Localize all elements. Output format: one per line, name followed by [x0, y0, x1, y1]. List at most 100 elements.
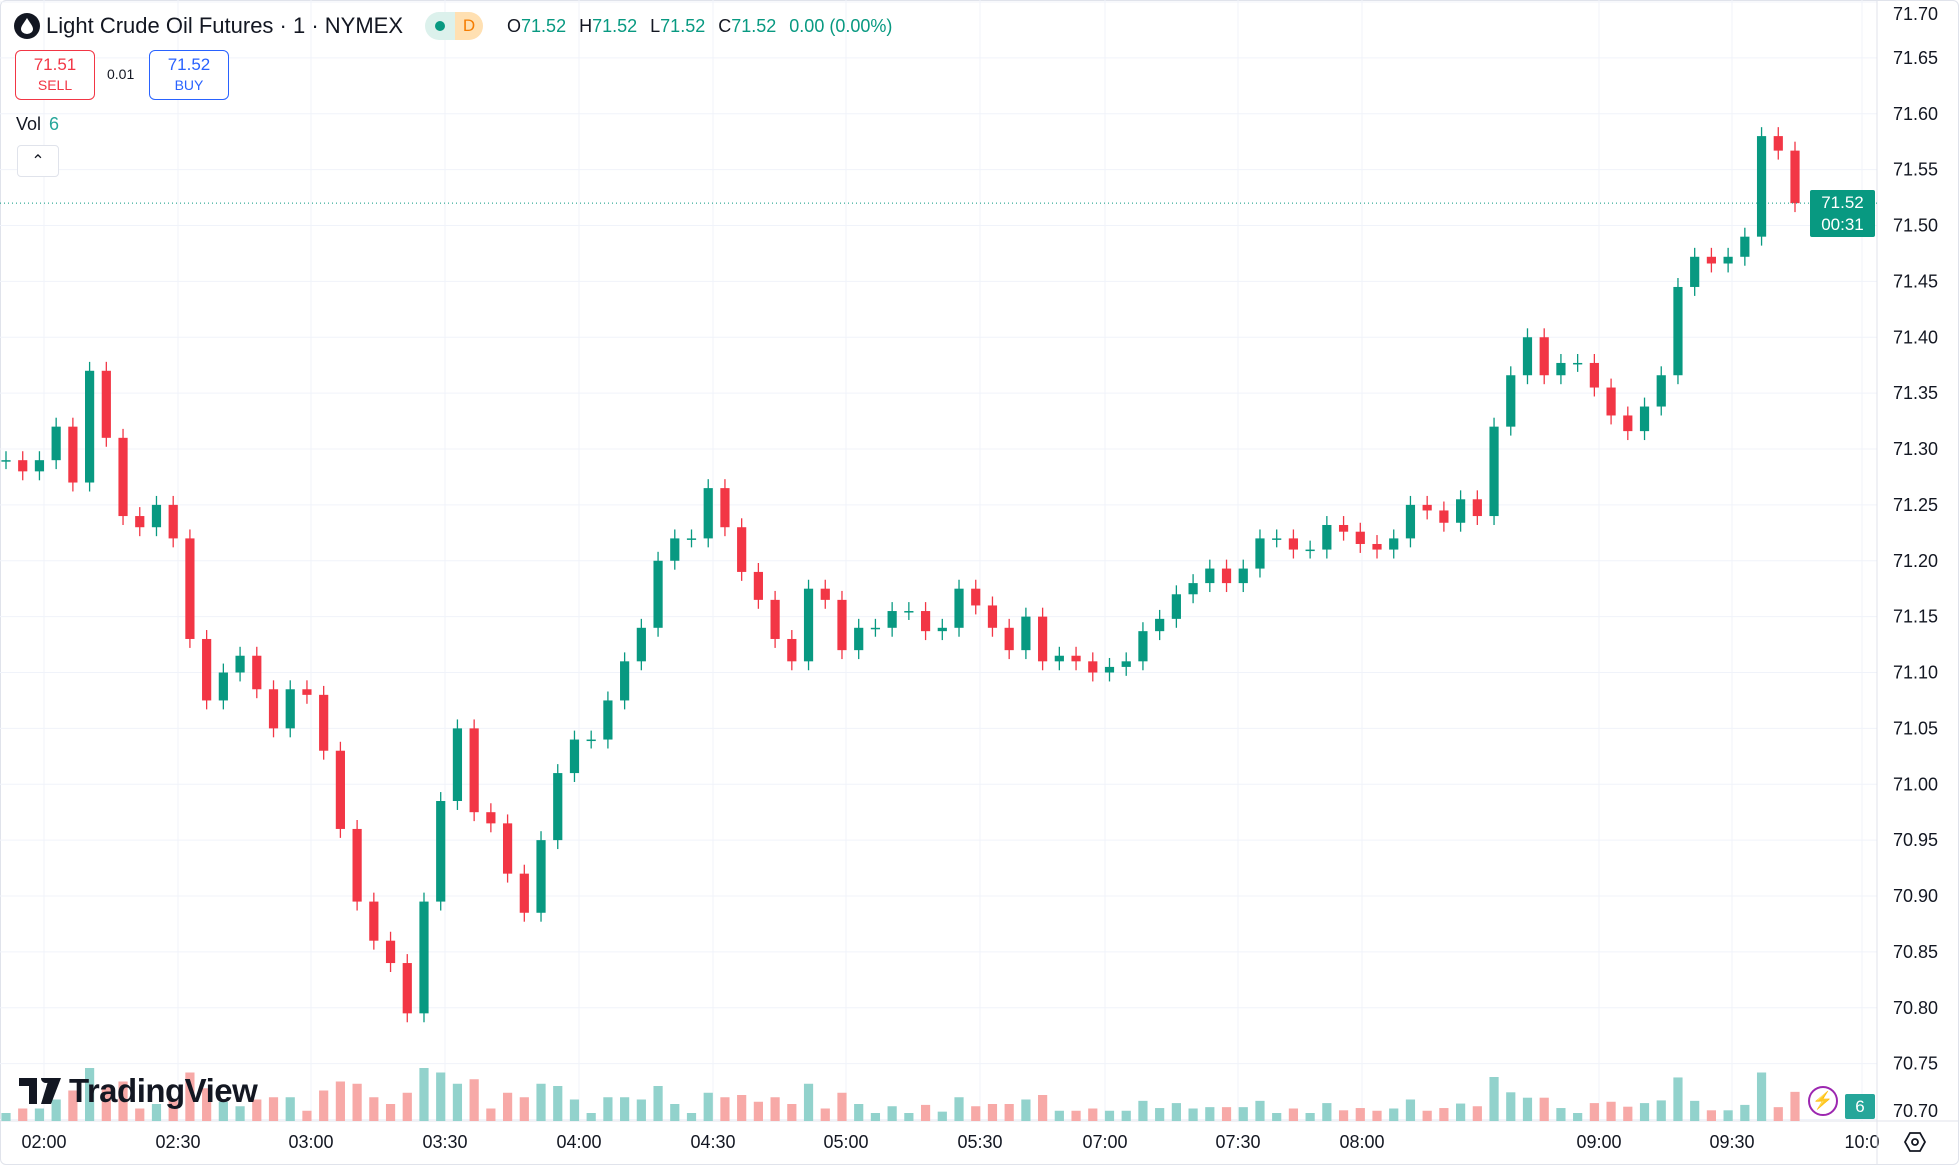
candle-body — [1038, 616, 1048, 662]
price-tick-label: 71.55 — [1893, 160, 1938, 180]
sell-button[interactable]: 71.51 SELL — [15, 50, 95, 100]
candle-body — [1606, 387, 1616, 416]
candle-body — [469, 728, 479, 813]
settings-icon[interactable] — [1903, 1130, 1927, 1154]
lightning-icon[interactable]: ⚡ — [1808, 1086, 1838, 1116]
candle — [1054, 646, 1064, 671]
candle — [1522, 328, 1533, 385]
candle — [285, 680, 295, 738]
time-tick-label: 02:00 — [21, 1132, 66, 1152]
candle — [1, 451, 11, 470]
price-tick-label: 71.60 — [1893, 104, 1938, 124]
volume-bar — [1489, 1077, 1499, 1121]
volume-bar — [319, 1090, 329, 1121]
volume-bar — [770, 1097, 780, 1121]
candle — [971, 579, 981, 615]
volume-bar — [1690, 1100, 1700, 1121]
candle — [770, 590, 780, 648]
candle — [1389, 529, 1399, 559]
volume-bar — [703, 1092, 713, 1121]
volume-bar — [202, 1088, 212, 1121]
volume-bar — [1456, 1103, 1466, 1121]
time-tick-label: 04:30 — [690, 1132, 735, 1152]
candle — [1606, 378, 1616, 425]
candle — [703, 479, 713, 548]
candle-body — [887, 611, 897, 628]
volume-bar — [1723, 1110, 1733, 1121]
candle — [1405, 495, 1416, 548]
candle-body — [502, 823, 513, 874]
candle-body — [787, 638, 797, 662]
volume-bar — [854, 1104, 864, 1121]
candle — [1004, 618, 1014, 660]
tradingview-logo-icon — [19, 1078, 61, 1104]
candle — [653, 551, 663, 637]
candle-body — [904, 611, 914, 613]
candle — [1656, 366, 1666, 416]
volume-bar — [1272, 1113, 1282, 1121]
candle — [887, 602, 897, 637]
buy-button[interactable]: 71.52 BUY — [149, 50, 229, 100]
volume-bar — [1021, 1099, 1031, 1121]
volume-bar — [954, 1097, 964, 1121]
candle — [686, 529, 697, 548]
candle-body — [18, 460, 28, 472]
volume-bar — [452, 1083, 463, 1121]
candle — [1272, 529, 1282, 548]
candle-body — [753, 571, 763, 600]
volume-bar — [1539, 1097, 1549, 1121]
time-tick-label: 03:00 — [288, 1132, 333, 1152]
volume-bar — [1038, 1095, 1048, 1121]
candle-body — [1021, 616, 1031, 651]
candle-body — [1656, 375, 1666, 407]
candle — [1021, 607, 1031, 660]
volume-bar — [586, 1113, 596, 1121]
volume-bar — [218, 1101, 228, 1121]
tradingview-logo[interactable]: TradingView — [19, 1072, 258, 1110]
candle-body — [51, 426, 61, 461]
volume-bar — [820, 1108, 830, 1121]
candle — [51, 417, 61, 470]
candle — [486, 803, 496, 833]
candle-body — [620, 661, 630, 701]
volume-bar — [402, 1092, 412, 1121]
time-tick-label: 02:30 — [155, 1132, 200, 1152]
candle — [469, 719, 479, 822]
candle — [904, 602, 914, 620]
candle-body — [419, 901, 429, 1014]
collapse-legend-button[interactable]: ⌃ — [17, 145, 59, 177]
candle — [302, 680, 312, 704]
candle-body — [151, 504, 162, 528]
candle-body — [653, 560, 663, 628]
price-tick-label: 71.70 — [1893, 4, 1938, 24]
candle-body — [1690, 256, 1700, 287]
volume-legend[interactable]: Vol 6 — [16, 114, 60, 134]
market-status-badge[interactable]: D — [425, 12, 484, 40]
candle-body — [1740, 236, 1750, 257]
volume-bar — [737, 1095, 747, 1121]
candle-body — [553, 773, 563, 841]
price-tick-label: 70.80 — [1893, 998, 1938, 1018]
candle-body — [34, 460, 45, 472]
candle-body — [1472, 499, 1482, 517]
candle — [1556, 354, 1566, 385]
candle — [1188, 574, 1198, 604]
candle-body — [971, 588, 981, 606]
volume-bar — [1004, 1104, 1014, 1121]
candle-body — [1355, 531, 1365, 544]
candle-body — [987, 605, 998, 628]
volume-bar — [569, 1099, 580, 1121]
candle-body — [85, 370, 95, 483]
volume-bar — [18, 1108, 28, 1121]
volume-bar — [653, 1086, 663, 1121]
candle — [1489, 417, 1499, 525]
candle-body — [1522, 337, 1533, 376]
price-tick-label: 71.65 — [1893, 48, 1938, 68]
time-tick-label: 09:30 — [1709, 1132, 1754, 1152]
candle-body — [1054, 655, 1064, 662]
candle-body — [954, 588, 964, 628]
candle-body — [1071, 655, 1081, 662]
volume-bar — [887, 1106, 897, 1121]
symbol-title[interactable]: Light Crude Oil Futures · 1 · NYMEX — [46, 13, 404, 38]
